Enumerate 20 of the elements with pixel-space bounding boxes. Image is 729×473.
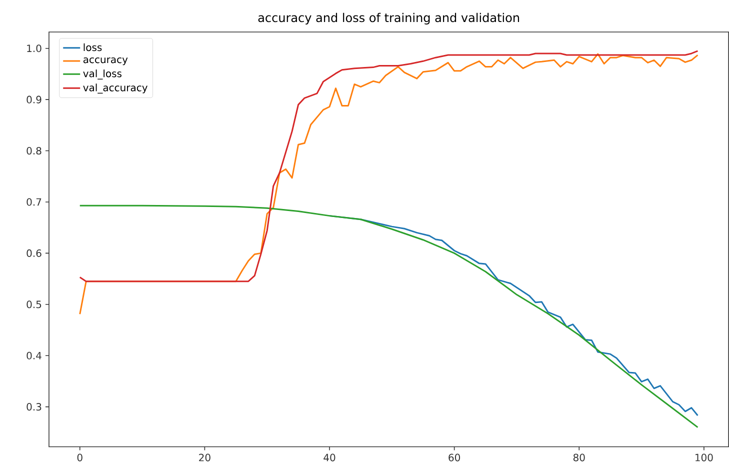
y-tick-label: 0.8 <box>26 147 42 155</box>
y-tick-label: 0.5 <box>26 300 42 308</box>
y-tick-label: 0.9 <box>26 96 42 104</box>
y-tick-label: 0.4 <box>26 352 42 360</box>
legend-label: accuracy <box>83 58 128 66</box>
y-tick-label: 0.7 <box>26 198 42 206</box>
x-tick-label: 60 <box>448 454 460 462</box>
x-tick-label: 20 <box>199 454 210 462</box>
x-tick-label: 80 <box>573 454 585 462</box>
y-tick-label: 1.0 <box>27 44 42 52</box>
legend-label: val_accuracy <box>83 84 148 94</box>
legend-label: loss <box>84 44 102 52</box>
x-tick-label: 0 <box>77 454 82 462</box>
legend-label: val_loss <box>83 70 122 80</box>
y-tick-label: 0.3 <box>26 403 42 411</box>
y-tick-label: 0.6 <box>26 250 42 258</box>
chart-title: accuracy and loss of training and validation <box>258 12 520 25</box>
x-tick-label: 100 <box>696 454 713 462</box>
line-series <box>79 204 698 428</box>
x-tick-label: 40 <box>324 454 336 462</box>
